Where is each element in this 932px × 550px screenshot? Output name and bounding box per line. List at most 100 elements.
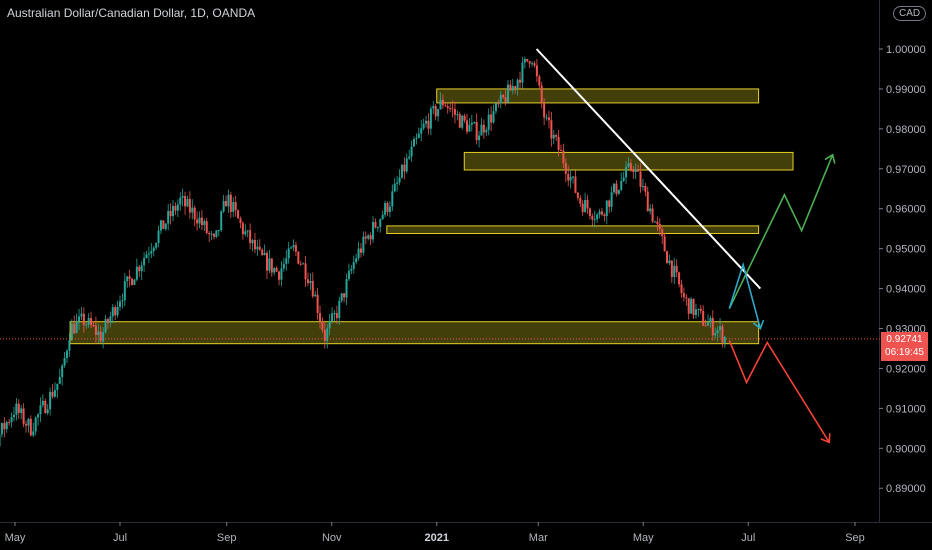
candle-body-37 [49,391,52,410]
candle-body-92 [181,196,184,198]
candle-body-301 [685,297,688,299]
candle-body-266 [600,211,603,215]
candle-body-191 [420,128,423,134]
candle-body-276 [625,166,628,178]
candle-body-107 [217,230,220,232]
candle-body-17 [0,423,3,435]
candle-body-76 [143,258,146,266]
candle-body-173 [376,227,379,229]
candle-body-44 [65,350,68,359]
candle-body-57 [97,331,100,336]
candle-body-310 [707,322,709,326]
candle-body-251 [564,163,567,174]
candle-body-230 [514,86,517,89]
price-axis[interactable]: 0.890000.900000.910000.920000.930000.940… [879,44,926,495]
candle-body-95 [188,198,191,213]
price-tick-label-3: 0.91000 [886,403,926,415]
candle-body-264 [596,214,599,220]
candle-body-218 [485,129,488,133]
candle-body-279 [632,169,635,172]
trendline-segment [535,48,762,290]
candle-body-307 [699,308,702,311]
price-tick-label-7: 0.95000 [886,244,926,256]
time-axis[interactable]: May Jul Sep Nov 2021 Mar May Jul Sep [5,522,865,544]
candle-body-82 [157,230,160,243]
candle-body-212 [470,122,473,125]
candle-body-151 [323,329,326,341]
candle-body-187 [410,146,413,157]
candle-body-74 [138,266,141,272]
candle-body-240 [538,76,541,86]
candle-body-233 [521,62,524,83]
candle-body-19 [5,422,8,430]
candle-body-259 [584,199,587,213]
candle-body-131 [275,268,278,272]
time-tick-label-3: Sep [217,532,237,544]
candle-body-143 [304,263,307,280]
candle-body-255 [574,176,577,193]
candle-body-234 [523,59,526,63]
candle-body-156 [335,313,338,319]
currency-badge[interactable]: CAD [893,6,927,21]
candle-body-189 [415,137,418,140]
candle-body-211 [468,124,471,132]
candle-body-72 [133,279,136,285]
candle-body-62 [109,316,112,323]
candle-body-188 [413,139,415,147]
candle-body-67 [121,300,124,302]
candle-body-146 [311,281,314,297]
trendline[interactable] [535,48,762,290]
candle-body-78 [147,253,150,255]
candle-body-209 [463,115,466,121]
candle-body-238 [533,63,536,66]
candle-body-170 [369,235,372,240]
candle-body-231 [516,79,519,89]
candle-body-36 [46,409,49,414]
candle-body-56 [94,325,97,336]
candle-body-227 [506,84,509,103]
candle-body-88 [172,205,175,217]
candle-body-115 [237,210,240,219]
candle-body-254 [572,176,575,178]
candle-body-18 [3,423,6,430]
candle-body-32 [37,414,40,418]
candle-body-147 [314,294,317,297]
candle-body-46 [70,323,73,341]
candle-body-282 [639,171,642,187]
candle-body-60 [104,319,107,333]
candle-body-315 [719,326,722,331]
candle-body-199 [439,99,442,110]
candle-body-148 [316,294,319,314]
candle-body-221 [492,111,495,123]
candle-body-200 [441,99,444,106]
candle-body-257 [579,197,582,204]
candle-body-193 [425,120,428,124]
candle-body-271 [613,183,616,193]
candle-body-260 [586,199,589,209]
candle-body-174 [379,219,382,228]
candle-body-29 [29,418,32,436]
candle-body-228 [509,84,512,91]
candle-body-48 [75,321,78,334]
candle-body-316 [721,326,724,343]
candle-body-150 [321,321,324,330]
candle-body-71 [131,278,134,285]
candle-body-84 [162,220,165,229]
candle-body-124 [258,246,261,250]
candle-body-129 [270,258,273,273]
candle-body-83 [159,220,162,231]
candle-body-293 [666,251,669,264]
candle-body-144 [306,279,309,284]
candle-body-176 [384,203,387,215]
candle-body-16 [0,434,1,447]
support-resistance-zones[interactable] [69,88,794,345]
projection-arrows[interactable] [728,153,836,444]
candle-body-35 [44,400,47,414]
candle-body-167 [362,236,365,253]
candle-body-296 [673,265,676,277]
candle-body-121 [251,239,254,244]
candle-body-64 [114,307,117,316]
candle-body-26 [22,408,25,424]
candle-body-55 [92,325,95,327]
